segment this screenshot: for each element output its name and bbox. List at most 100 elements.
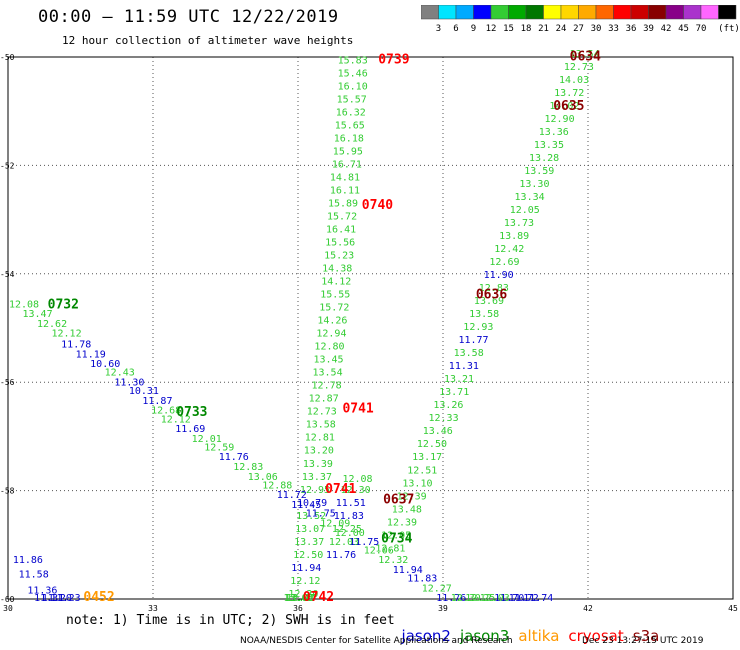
wave-height-value: 11.36 xyxy=(27,586,57,597)
x-tick-label: 33 xyxy=(148,604,158,613)
wave-height-value: 11.75 xyxy=(306,509,336,520)
wave-height-value: 14.03 xyxy=(559,75,589,86)
x-tick-label: 30 xyxy=(3,604,13,613)
wave-height-value: 12.73 xyxy=(564,62,594,73)
wave-height-value: 14.81 xyxy=(330,173,360,184)
wave-height-value: 12.12 xyxy=(161,414,191,425)
wave-height-value: 13.71 xyxy=(439,387,469,398)
wave-height-value: 12.09 xyxy=(320,518,350,529)
wave-height-value: 13.54 xyxy=(313,368,343,379)
wave-height-value: 11.86 xyxy=(13,555,43,566)
wave-height-value: 13.89 xyxy=(499,231,529,242)
color-tick-label: 36 xyxy=(626,24,637,34)
page-title: 00:00 – 11:59 UTC 12/22/2019 xyxy=(38,7,339,27)
wave-height-value: 12.12 xyxy=(52,329,82,340)
y-tick-label: -56 xyxy=(0,378,15,387)
wave-height-value: 16.11 xyxy=(330,186,360,197)
data-points: 15.83 15.46 16.10 15.57 16.32 15.65 16.18 15.95… xyxy=(9,49,600,604)
wave-height-value: 15.89 xyxy=(328,199,358,210)
color-tick-label: 24 xyxy=(556,24,567,34)
wave-height-value: 12.08 xyxy=(342,474,372,485)
y-tick-label: -54 xyxy=(0,270,15,279)
wave-height-value: 12.05 xyxy=(381,530,411,541)
wave-height-value: 13.03 xyxy=(284,593,314,604)
wave-height-value: 13.36 xyxy=(539,127,569,138)
wave-height-value: 11.74 xyxy=(523,593,553,604)
wave-height-value: 12.83 xyxy=(233,462,263,473)
wave-height-value: 11.90 xyxy=(484,270,514,281)
wave-height-value: 13.69 xyxy=(474,296,504,307)
color-tick-label: 39 xyxy=(643,24,654,34)
pass-labels: 0739 0740 0741 0741 0742 0634 0635 0636 0637 0732… xyxy=(48,49,601,605)
wave-height-value: 11.76 xyxy=(326,550,356,561)
wave-height-value: 13.37 xyxy=(294,537,324,548)
wave-height-value: 12.88 xyxy=(262,480,292,491)
credit-timestamp: Dec 23 13:27:15 UTC 2019 xyxy=(582,636,704,646)
wave-height-value: 12.80 xyxy=(314,342,344,353)
wave-height-value: 12.69 xyxy=(489,257,519,268)
wave-height-value: 13.58 xyxy=(454,348,484,359)
legend-s3a: s3a xyxy=(632,627,660,645)
wave-height-value: 14.12 xyxy=(321,277,351,288)
wave-height-value: 16.32 xyxy=(336,108,366,119)
color-tick-label: 27 xyxy=(573,24,584,34)
x-tick-label: 42 xyxy=(583,604,593,613)
pass-time-label: 0732 xyxy=(48,297,79,312)
wave-height-value: 11.70 xyxy=(494,593,524,604)
wave-height-value: 11.72 xyxy=(277,490,307,501)
color-scale-legend: 3 6 9 12 15 18 21 24 27 30 33 36 39 42 45 70 (ft) xyxy=(421,5,739,34)
wave-height-value: 13.47 xyxy=(23,309,53,320)
wave-height-value: 11.72 xyxy=(509,593,539,604)
wave-height-value: 15.55 xyxy=(320,290,350,301)
wave-height-value: 12.95 xyxy=(300,485,330,496)
wave-height-value: 13.46 xyxy=(423,426,453,437)
wave-height-value: 12.42 xyxy=(494,244,524,255)
wave-height-value: 11.78 xyxy=(61,340,91,351)
wave-height-value: 13.10 xyxy=(402,478,432,489)
wave-height-value: 15.23 xyxy=(324,251,354,262)
y-tick-label: -50 xyxy=(0,53,15,62)
wave-height-value: 13.45 xyxy=(313,355,343,366)
wave-height-value: 12.00 xyxy=(335,528,365,539)
wave-height-value: 13.54 xyxy=(570,49,600,60)
wave-height-value: 12.32 xyxy=(378,555,408,566)
wave-height-value: 15.72 xyxy=(319,303,349,314)
wave-height-value: 13.58 xyxy=(469,309,499,320)
wave-height-value: 11.51 xyxy=(336,498,366,509)
y-tick-label: -60 xyxy=(0,595,15,604)
wave-height-value: 12.01 xyxy=(192,434,222,445)
wave-height-value: 10.79 xyxy=(297,498,327,509)
wave-height-value: 11.94 xyxy=(291,563,321,574)
wave-height-value: 12.50 xyxy=(293,550,323,561)
color-tick-label: 12 xyxy=(486,24,497,34)
wave-height-value: 12.68 xyxy=(151,406,181,417)
wave-height-value: 11.94 xyxy=(393,565,423,576)
wave-height-value: 12.62 xyxy=(37,319,67,330)
wave-height-value: 13.07 xyxy=(295,524,325,535)
wave-height-value: 11.83 xyxy=(334,511,364,522)
wave-height-value: 12.12 xyxy=(290,576,320,587)
color-tick-label: 33 xyxy=(608,24,619,34)
wave-height-value: 13.34 xyxy=(515,192,545,203)
wave-height-value: 13.26 xyxy=(433,400,463,411)
wave-height-value: 13.30 xyxy=(519,179,549,190)
color-swatch xyxy=(718,5,737,20)
wave-height-value: 12.03 xyxy=(480,593,510,604)
page-subtitle: 12 hour collection of altimeter wave hei… xyxy=(62,34,354,47)
pass-time-label: 0733 xyxy=(176,405,207,420)
pass-time-label: 0635 xyxy=(553,99,584,114)
wave-height-value: 15.83 xyxy=(338,56,368,67)
color-unit-label: (ft) xyxy=(718,24,739,34)
pass-time-label: 0741 xyxy=(325,482,356,497)
wave-height-value: 13.21 xyxy=(444,374,474,385)
y-tick-label: -58 xyxy=(0,487,15,496)
color-tick-label: 70 xyxy=(696,24,707,34)
wave-height-value: 13.52 xyxy=(296,511,326,522)
chart-grid xyxy=(8,57,733,599)
wave-height-value: 11.83 xyxy=(407,574,437,585)
color-tick-label: 6 xyxy=(453,24,458,34)
color-tick-label: 3 xyxy=(436,24,441,34)
credit-organization: NOAA/NESDIS Center for Satellite Applica… xyxy=(240,636,513,646)
wave-height-value: 15.72 xyxy=(327,212,357,223)
wave-height-value: 16.18 xyxy=(334,134,364,145)
